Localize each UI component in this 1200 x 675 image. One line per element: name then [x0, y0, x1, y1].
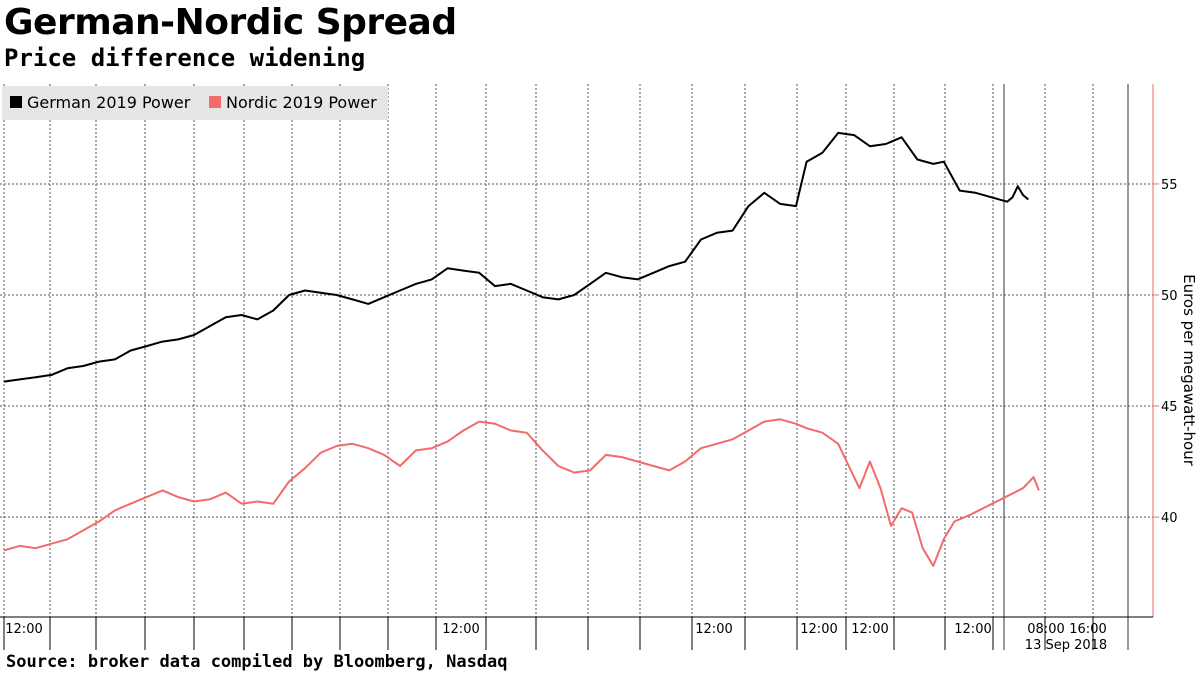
legend-label-german: German 2019 Power	[27, 93, 191, 112]
y-tick-label: 45	[1161, 400, 1178, 415]
x-date-label: 13 Sep 2018	[1025, 638, 1107, 653]
legend-swatch-nordic	[209, 96, 221, 108]
y-tick-label: 50	[1161, 289, 1178, 304]
axes: 40 45 50 55 12:00 12:00 12:00 12:00 12:00 12:00 08…	[0, 84, 1178, 653]
x-tick-label: 12:00	[954, 622, 991, 637]
x-tick-label: 12:00	[695, 622, 732, 637]
x-tick-label: 08:00	[1027, 622, 1064, 637]
x-tick-label: 12:00	[442, 622, 479, 637]
series-lines	[3, 131, 1040, 567]
x-tick-label: 12:00	[800, 622, 837, 637]
legend: German 2019 Power Nordic 2019 Power	[2, 86, 388, 120]
grid	[0, 84, 1153, 650]
x-tick-label: 16:00	[1069, 622, 1106, 637]
legend-background	[2, 86, 388, 120]
y-tick-label: 55	[1161, 178, 1178, 193]
chart-subtitle: Price difference widening	[4, 44, 366, 72]
series-line-nordic	[3, 418, 1040, 567]
legend-swatch-german	[10, 96, 22, 108]
y-axis-label: Euros per megawatt-hour	[1180, 274, 1198, 467]
x-tick-label: 12:00	[851, 622, 888, 637]
y-tick-label: 40	[1161, 511, 1178, 526]
source-note: Source: broker data compiled by Bloomber…	[6, 652, 508, 672]
x-tick-label: 12:00	[5, 622, 42, 637]
legend-label-nordic: Nordic 2019 Power	[226, 93, 377, 112]
chart-title: German-Nordic Spread	[4, 2, 457, 43]
series-line-german	[3, 131, 1029, 383]
